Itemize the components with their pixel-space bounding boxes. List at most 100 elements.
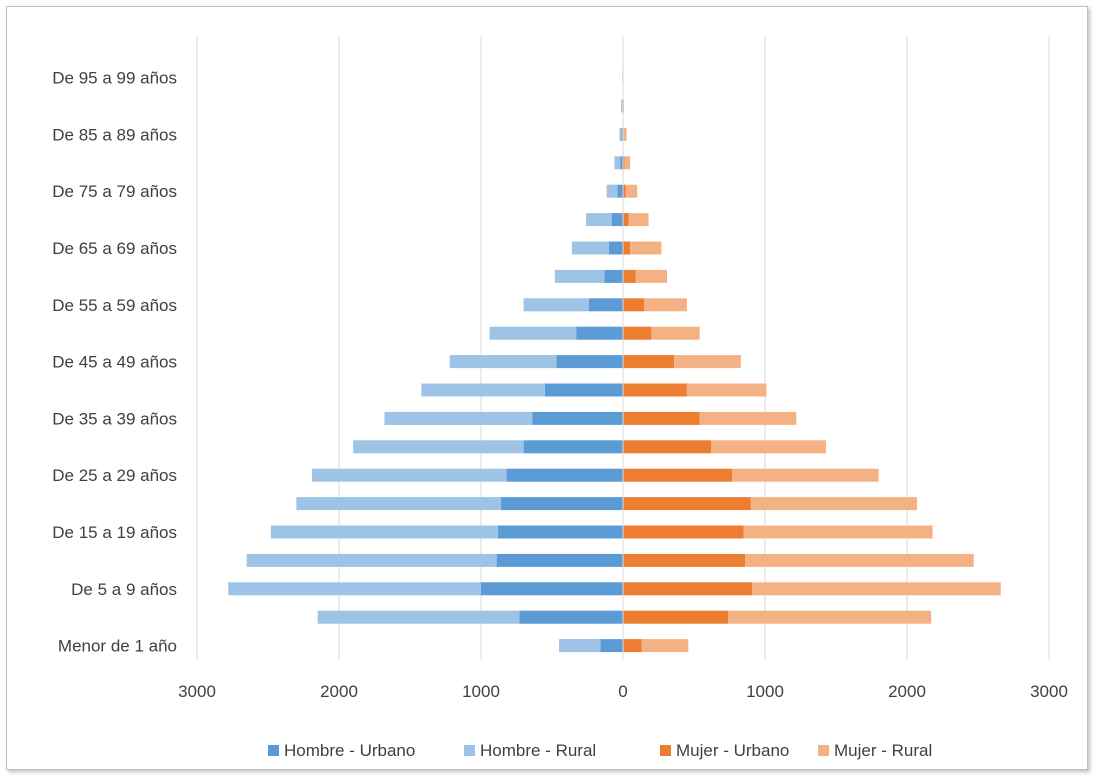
bar (481, 582, 623, 596)
bar (623, 383, 687, 397)
bar (745, 553, 974, 567)
bar (623, 127, 627, 141)
x-tick-label: 3000 (1030, 682, 1068, 701)
bar (608, 241, 623, 255)
bar (576, 326, 623, 340)
bar (623, 497, 751, 511)
bar (686, 383, 767, 397)
x-tick-label: 2000 (888, 682, 926, 701)
bar (571, 241, 609, 255)
bar (532, 411, 623, 425)
bar (623, 269, 636, 283)
legend-swatch (268, 745, 279, 756)
bar (623, 525, 744, 539)
bar (699, 411, 797, 425)
bar (711, 440, 827, 454)
y-tick-label: De 55 a 59 años (52, 296, 177, 315)
bar (750, 497, 917, 511)
bar (554, 269, 605, 283)
bar (630, 241, 662, 255)
bar (635, 269, 668, 283)
bar (641, 639, 689, 653)
legend-swatch (660, 745, 671, 756)
bar (623, 468, 733, 482)
legend: Hombre - Urbano Hombre - Rural Mujer - Urb… (268, 741, 932, 760)
bar (732, 468, 879, 482)
bar (506, 468, 623, 482)
bar (246, 553, 497, 567)
x-axis-labels: 3000 2000 1000 0 1000 2000 3000 (178, 682, 1068, 701)
x-tick-label: 2000 (320, 682, 358, 701)
bar (523, 298, 589, 312)
legend-swatch (818, 745, 829, 756)
bar (623, 184, 626, 198)
bar (623, 610, 729, 624)
y-tick-label: Menor de 1 año (58, 637, 177, 656)
x-tick-label: 3000 (178, 682, 216, 701)
y-axis-labels: Menor de 1 año De 5 a 9 años De 15 a 19 añ… (52, 69, 177, 656)
legend-label: Hombre - Rural (480, 741, 596, 760)
bar (728, 610, 932, 624)
bar (559, 639, 601, 653)
bar (623, 298, 645, 312)
bar (498, 525, 623, 539)
bar (228, 582, 481, 596)
y-tick-label: De 75 a 79 años (52, 182, 177, 201)
y-tick-label: De 95 a 99 años (52, 69, 177, 88)
bar (619, 127, 622, 141)
bar (624, 156, 631, 170)
bar (623, 582, 753, 596)
y-tick-label: De 25 a 29 años (52, 466, 177, 485)
x-tick-label: 1000 (746, 682, 784, 701)
bar (674, 355, 741, 369)
bar (556, 355, 623, 369)
bar (623, 213, 629, 227)
bar (617, 184, 623, 198)
bar (743, 525, 933, 539)
legend-label: Mujer - Rural (834, 741, 932, 760)
x-tick-label: 1000 (462, 682, 500, 701)
bar (519, 610, 623, 624)
bar (651, 326, 700, 340)
x-tick-label: 0 (618, 682, 627, 701)
bar (588, 298, 623, 312)
bar (623, 241, 631, 255)
bar (296, 497, 501, 511)
bar (621, 127, 623, 141)
bar (623, 553, 746, 567)
bar (623, 639, 642, 653)
bar (384, 411, 533, 425)
bar (312, 468, 507, 482)
bar (621, 99, 623, 113)
bar (449, 355, 557, 369)
bar (611, 213, 623, 227)
bar (586, 213, 612, 227)
bar (500, 497, 623, 511)
bar (614, 156, 621, 170)
bar (623, 355, 675, 369)
bar (604, 269, 623, 283)
bar (752, 582, 1001, 596)
y-tick-label: De 85 a 89 años (52, 125, 177, 144)
bar (644, 298, 687, 312)
bar (600, 639, 623, 653)
legend-swatch (464, 745, 475, 756)
bar (623, 440, 712, 454)
bar (623, 99, 624, 113)
y-tick-label: De 15 a 19 años (52, 523, 177, 542)
bar (270, 525, 499, 539)
legend-label: Mujer - Urbano (676, 741, 789, 760)
bar (544, 383, 623, 397)
y-tick-label: De 65 a 69 años (52, 239, 177, 258)
bar (496, 553, 623, 567)
bar (421, 383, 545, 397)
bar (523, 440, 623, 454)
bar (628, 213, 649, 227)
bar (623, 156, 625, 170)
bar (623, 326, 652, 340)
y-tick-label: De 45 a 49 años (52, 353, 177, 372)
bars (228, 42, 1001, 653)
bar (353, 440, 524, 454)
bar (489, 326, 577, 340)
